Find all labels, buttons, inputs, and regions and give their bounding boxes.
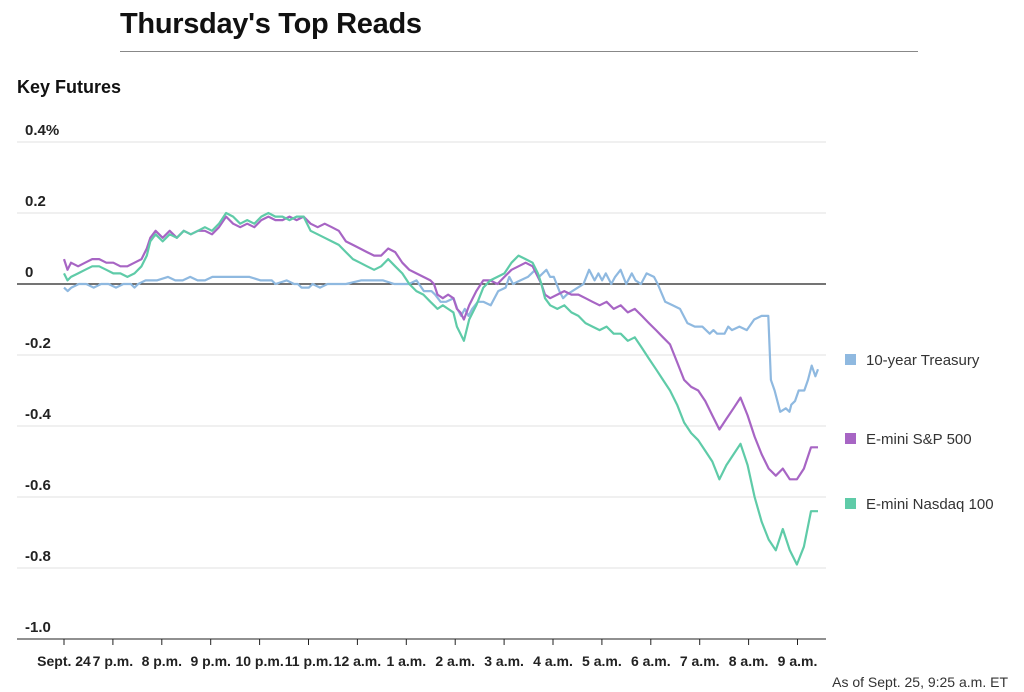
y-tick-label: -0.6 — [25, 477, 51, 494]
x-tick-label: 10 p.m. — [235, 653, 283, 669]
legend-label: E-mini Nasdaq 100 — [866, 496, 994, 513]
x-tick-label: 5 a.m. — [582, 653, 622, 669]
x-tick-label: 9 p.m. — [190, 653, 230, 669]
series-lines — [62, 211, 820, 566]
page-headline: Thursday's Top Reads — [120, 8, 422, 40]
legend-label: 10-year Treasury — [866, 352, 980, 369]
chart-title: Key Futures — [17, 77, 122, 97]
y-tick-label: -1.0 — [25, 619, 51, 636]
series-line-2 — [63, 211, 818, 566]
x-tick-label: 12 a.m. — [334, 653, 381, 669]
y-tick-label: -0.8 — [25, 548, 51, 565]
legend-swatch — [845, 354, 856, 365]
x-tick-label: 7 p.m. — [93, 653, 133, 669]
series-line-0 — [63, 268, 820, 413]
x-tick-label: 9 a.m. — [778, 653, 818, 669]
y-axis: 0.4% 0.2 0 -0.2 -0.4 -0.6 -0.8 -1.0 — [25, 122, 59, 636]
headline-divider — [120, 51, 918, 52]
legend-swatch — [845, 498, 856, 509]
y-tick-label: 0.2 — [25, 193, 46, 210]
x-tick-label: 11 p.m. — [285, 653, 332, 669]
y-tick-label: -0.4 — [25, 406, 52, 423]
y-tick-label: 0 — [25, 264, 33, 281]
x-tick-label: 2 a.m. — [435, 653, 475, 669]
x-axis: Sept. 24 7 p.m. 8 p.m. 9 p.m. 10 p.m. 11 p.m.… — [17, 638, 826, 669]
gridlines — [17, 141, 826, 640]
x-tick-label: 8 p.m. — [142, 653, 182, 669]
x-tick-label: 3 a.m. — [484, 653, 524, 669]
legend-swatch — [845, 433, 856, 444]
y-tick-label: -0.2 — [25, 335, 51, 352]
footnote: As of Sept. 25, 9:25 a.m. ET — [832, 674, 1008, 690]
series-line-1 — [62, 215, 818, 481]
x-tick-label: 7 a.m. — [680, 653, 720, 669]
legend-label: E-mini S&P 500 — [866, 431, 972, 448]
x-tick-label: 4 a.m. — [533, 653, 573, 669]
x-tick-label: 8 a.m. — [729, 653, 769, 669]
y-tick-label: 0.4% — [25, 122, 59, 139]
legend: 10-year Treasury E-mini S&P 500 E-mini Nas… — [845, 352, 994, 513]
x-tick-label: 6 a.m. — [631, 653, 671, 669]
x-tick-label: 1 a.m. — [386, 653, 426, 669]
x-tick-label: Sept. 24 — [37, 653, 91, 669]
